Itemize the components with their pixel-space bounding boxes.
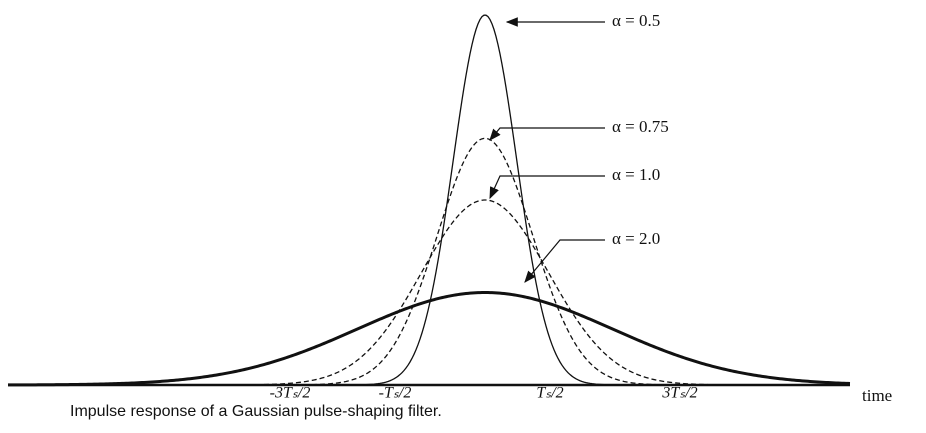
tick-label: -Tₛ/2 [379, 385, 412, 402]
curve-label: α = 2.0 [612, 229, 660, 248]
tick-label: Tₛ/2 [536, 385, 563, 402]
curve-label: α = 0.75 [612, 117, 669, 136]
curve [8, 137, 850, 386]
curve [8, 199, 850, 386]
arrow [489, 175, 605, 200]
curve-label: α = 1.0 [612, 165, 660, 184]
tick-label: -3Tₛ/2 [270, 385, 311, 402]
curve-label: α = 0.5 [612, 11, 660, 30]
curves: α = 0.5 α = 0.75 α = 1.0 α = 2.0 [7, 11, 851, 387]
arrow [489, 127, 605, 141]
tick-label: 3Tₛ/2 [661, 385, 697, 402]
axis-label: time [862, 386, 892, 405]
curve [7, 291, 851, 387]
curve [8, 14, 850, 386]
arrow [524, 239, 605, 283]
caption: Impulse response of a Gaussian pulse-sha… [70, 403, 442, 420]
